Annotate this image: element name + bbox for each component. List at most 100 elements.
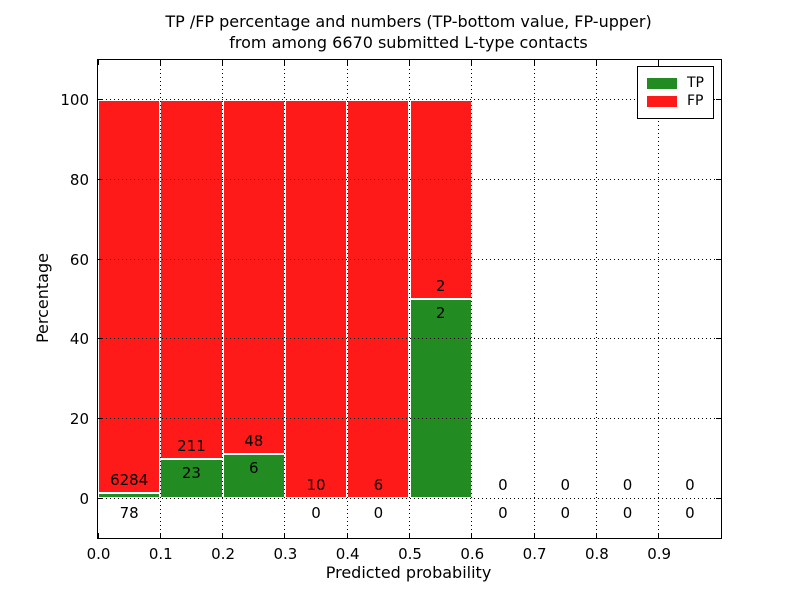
y-tick-mark xyxy=(716,179,721,180)
gridline-vertical xyxy=(346,60,348,538)
x-tick-mark xyxy=(533,533,535,538)
x-tick-mark xyxy=(159,533,161,538)
x-tick-mark xyxy=(346,533,348,538)
gridline-vertical xyxy=(159,60,161,538)
tp-count-label: 78 xyxy=(119,504,139,523)
bar-segment-fp xyxy=(409,99,472,299)
fp-count-label: 0 xyxy=(622,476,633,495)
y-tick-label: 0 xyxy=(79,489,89,508)
fp-count-label: 6 xyxy=(373,476,384,495)
chart-title-line1: TP /FP percentage and numbers (TP-bottom… xyxy=(165,12,652,31)
bar-segment-tp xyxy=(409,299,472,499)
x-tick-label: 0.2 xyxy=(211,545,236,563)
tp-count-label: 0 xyxy=(311,504,321,523)
y-tick-label: 100 xyxy=(60,91,89,110)
bar-segment-fp xyxy=(160,99,223,459)
x-tick-mark xyxy=(346,60,348,65)
chart-title: TP /FP percentage and numbers (TP-bottom… xyxy=(97,11,720,53)
x-tick-mark xyxy=(222,60,224,65)
tp-count-label: 0 xyxy=(498,504,508,523)
x-tick-label: 0.9 xyxy=(647,545,672,563)
legend: TP FP xyxy=(637,66,714,119)
y-tick-mark xyxy=(98,338,103,340)
x-tick-mark xyxy=(284,60,286,65)
x-tick-label: 0.3 xyxy=(273,545,298,563)
fp-count-label: 10 xyxy=(306,476,326,495)
x-tick-label: 0.1 xyxy=(148,545,173,563)
gridline-vertical xyxy=(533,60,535,538)
gridline-vertical xyxy=(222,60,224,538)
x-tick-mark xyxy=(595,533,597,538)
y-tick-mark xyxy=(716,497,721,499)
tp-count-label: 0 xyxy=(373,504,384,523)
x-tick-mark xyxy=(471,60,473,65)
x-tick-label: 0.4 xyxy=(335,545,360,563)
y-tick-mark xyxy=(98,497,103,499)
y-tick-label: 40 xyxy=(69,330,89,349)
fp-count-label: 0 xyxy=(498,476,508,495)
x-tick-mark xyxy=(658,533,660,538)
x-tick-mark xyxy=(409,60,410,65)
x-tick-label: 0.6 xyxy=(460,545,485,563)
fp-count-label: 0 xyxy=(685,476,695,495)
fp-count-label: 2 xyxy=(435,277,446,295)
x-tick-mark xyxy=(595,60,597,65)
bar-segment-tp xyxy=(222,453,285,499)
y-tick-mark xyxy=(98,179,103,180)
tp-count-label: 2 xyxy=(435,304,446,322)
y-tick-label: 60 xyxy=(69,250,89,269)
fp-count-label: 211 xyxy=(177,437,206,455)
x-tick-mark xyxy=(97,60,99,65)
gridline-vertical xyxy=(595,60,597,538)
x-tick-mark xyxy=(471,533,473,538)
legend-item-tp: TP xyxy=(647,75,704,91)
bar-segment-tp xyxy=(160,459,223,499)
tp-count-label: 0 xyxy=(685,504,695,523)
tp-count-label: 0 xyxy=(560,504,571,523)
y-tick-mark xyxy=(716,258,721,260)
bar-segment-fp xyxy=(284,99,348,499)
x-axis-label: Predicted probability xyxy=(325,563,492,582)
bar-segment-fp xyxy=(222,99,285,454)
plot-area: 6284 78 211 23 48 6 10 0 6 0 2 2 0 0 0 0 0 0 0 0 TP FP xyxy=(97,59,722,539)
bar-segment-fp xyxy=(98,99,161,494)
y-tick-label: 20 xyxy=(69,410,89,428)
y-tick-mark xyxy=(98,258,103,260)
tp-count-label: 0 xyxy=(622,504,633,523)
fp-swatch-icon xyxy=(647,95,677,107)
fp-count-label: 0 xyxy=(560,476,571,495)
y-tick-mark xyxy=(716,99,721,101)
x-tick-mark xyxy=(658,60,660,65)
y-tick-mark xyxy=(716,418,721,419)
x-tick-mark xyxy=(159,60,161,65)
tp-swatch-icon xyxy=(647,77,677,89)
gridline-vertical xyxy=(409,60,410,538)
x-tick-mark xyxy=(284,533,286,538)
tp-count-label: 23 xyxy=(181,464,201,482)
y-tick-mark xyxy=(98,99,103,101)
x-tick-label: 0.0 xyxy=(86,545,111,563)
bar-segment-fp xyxy=(347,99,410,499)
x-tick-label: 0.8 xyxy=(584,545,609,563)
y-tick-mark xyxy=(98,418,103,419)
x-tick-label: 0.5 xyxy=(398,545,422,563)
fp-count-label: 6284 xyxy=(110,471,149,490)
y-tick-mark xyxy=(716,338,721,340)
x-tick-mark xyxy=(97,533,99,538)
legend-item-fp: FP xyxy=(647,93,704,109)
x-tick-label: 0.7 xyxy=(522,545,547,563)
x-tick-mark xyxy=(533,60,535,65)
y-axis-label: Percentage xyxy=(33,253,52,344)
legend-label-fp: FP xyxy=(687,93,704,109)
legend-label-tp: TP xyxy=(687,75,704,91)
x-tick-mark xyxy=(222,533,224,538)
x-tick-mark xyxy=(409,533,410,538)
chart-title-line2: from among 6670 submitted L-type contact… xyxy=(229,33,588,52)
gridline-vertical xyxy=(658,60,660,538)
y-tick-label: 80 xyxy=(69,171,89,189)
gridline-vertical xyxy=(284,60,286,538)
tp-count-label: 6 xyxy=(248,458,259,477)
gridline-vertical xyxy=(471,60,473,538)
fp-count-label: 48 xyxy=(244,431,264,450)
